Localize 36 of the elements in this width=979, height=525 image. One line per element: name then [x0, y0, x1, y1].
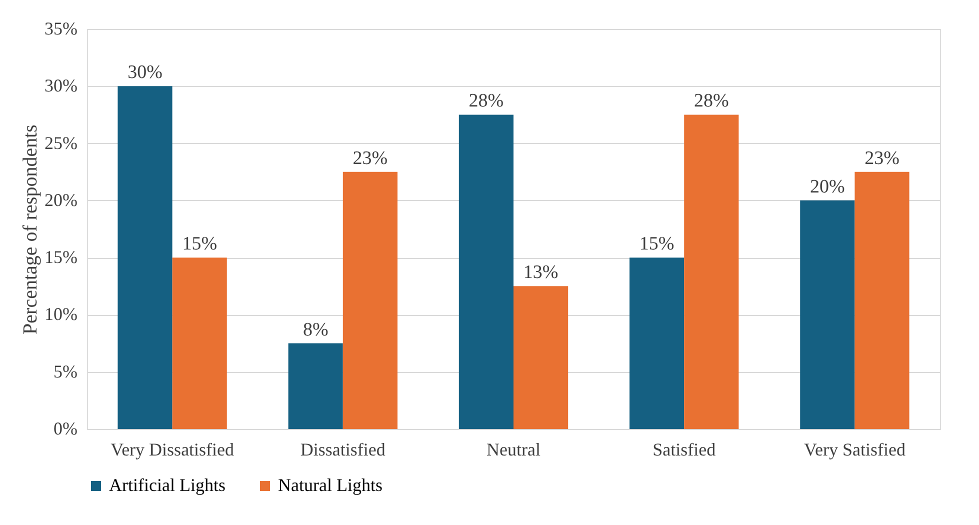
data-label: 15% — [182, 234, 218, 255]
y-axis-title: Percentage of respondents — [20, 124, 42, 334]
bar — [172, 258, 227, 429]
x-tick-label: Satisfied — [652, 440, 716, 460]
bar — [458, 114, 514, 429]
y-tick-label: 20% — [44, 190, 78, 210]
y-tick-label: 35% — [44, 18, 78, 38]
legend-label: Artificial Lights — [109, 475, 226, 495]
bar — [288, 343, 343, 429]
y-tick-label: 15% — [44, 247, 78, 268]
bar — [854, 172, 910, 429]
legend-label: Natural Lights — [278, 475, 382, 495]
y-tick-label: 5% — [54, 361, 78, 382]
x-tick-label: Neutral — [486, 440, 540, 460]
bar — [342, 172, 398, 429]
y-tick-label: 0% — [54, 418, 78, 438]
data-label: 23% — [352, 148, 388, 169]
x-tick-label: Very Dissatisfied — [110, 440, 234, 460]
bar — [630, 258, 684, 429]
bar — [118, 86, 172, 429]
data-label: 15% — [639, 234, 674, 255]
y-tick-label: 30% — [44, 76, 78, 96]
bar — [514, 286, 568, 429]
data-label: 20% — [810, 176, 845, 198]
data-label: 28% — [694, 90, 729, 112]
x-tick-label: Dissatisfied — [300, 440, 386, 460]
data-label: 13% — [523, 262, 558, 284]
data-label: 28% — [468, 90, 504, 112]
data-label: 8% — [302, 319, 328, 340]
data-label: 23% — [864, 148, 900, 169]
data-label: 30% — [128, 62, 163, 84]
x-tick-label: Very Satisfied — [804, 440, 906, 460]
y-tick-label: 10% — [44, 304, 78, 324]
bar — [684, 114, 739, 429]
y-tick-label: 25% — [44, 132, 78, 153]
bar — [800, 200, 855, 429]
